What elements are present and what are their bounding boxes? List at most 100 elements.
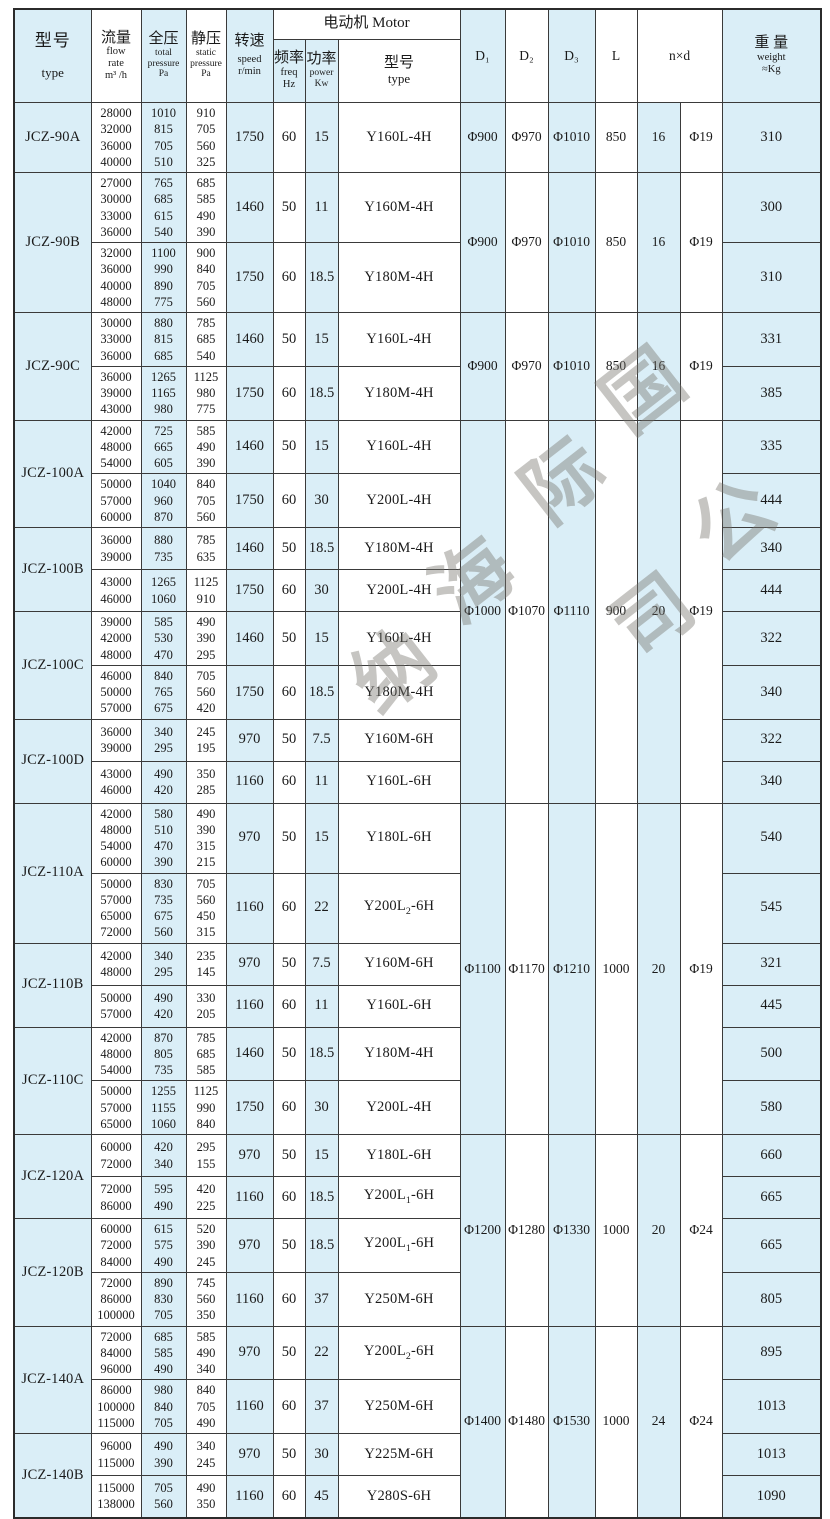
- cell-l: 1000: [594, 1134, 638, 1327]
- cell-static-pressure: 1125 990 840: [185, 1080, 227, 1135]
- cell-static-pressure: 910 705 560 325: [185, 102, 227, 173]
- cell-freq: 50: [272, 172, 306, 243]
- cell-speed: 1750: [225, 1080, 274, 1135]
- table-row: JCZ-120A 60000 72000 420 340 295 155 970 50 15 Y18…: [13, 1134, 822, 1327]
- cell-freq: 60: [272, 1379, 306, 1434]
- cell-static-pressure: 840 705 490: [185, 1379, 227, 1434]
- cell-static-pressure: 785 635: [185, 527, 227, 570]
- cell-power: 37: [304, 1379, 339, 1434]
- cell-d1: Φ1200: [459, 1134, 506, 1327]
- cell-freq: 60: [272, 1271, 306, 1327]
- cell-motor-type: Y250M-6H: [337, 1379, 461, 1434]
- table-row: 50000 57000 60000 1040 960 870 840 705 560 1750 60…: [14, 473, 822, 528]
- cell-freq: 50: [272, 419, 306, 475]
- table-row: JCZ-100C 39000 42000 48000 585 530 470 490 390 29…: [13, 611, 822, 720]
- cell-freq: 60: [272, 760, 306, 804]
- cell-l: 900: [594, 419, 638, 804]
- cell-flow-rate: 32000 36000 40000 48000: [90, 242, 142, 313]
- table-header: 型号 type 流量 flow rate m³ /h 全压 total pres…: [13, 8, 822, 104]
- cell-n: 20: [636, 802, 681, 1135]
- fan-spec-table: 型号 type 流量 flow rate m³ /h 全压 total pres…: [13, 8, 823, 1519]
- cell-motor-type: Y200L2-6H: [337, 872, 461, 944]
- cell-freq: 50: [272, 611, 306, 666]
- cell-flow-rate: 39000 42000 48000: [90, 611, 142, 666]
- cell-speed: 1750: [225, 473, 274, 528]
- cell-weight: 300: [721, 172, 822, 243]
- cell-weight: 331: [721, 312, 822, 367]
- cell-n: 20: [636, 419, 681, 804]
- cell-speed: 970: [225, 1134, 274, 1177]
- cell-speed: 1750: [225, 102, 274, 173]
- cell-power: 18.5: [304, 1218, 339, 1273]
- cell-model: JCZ-100A: [13, 419, 92, 528]
- cell-total-pressure: 725 665 605: [140, 419, 187, 475]
- cell-total-pressure: 490 390: [140, 1433, 187, 1476]
- cell-d3: Φ1110: [547, 419, 596, 804]
- cell-weight: 385: [721, 365, 822, 421]
- header-row-motor-sub: 频率 freq Hz 功率 power Kw 型号 type: [14, 38, 821, 104]
- cell-power: 18.5: [304, 527, 339, 570]
- cell-weight: 340: [721, 664, 822, 720]
- cell-static-pressure: 330 205: [185, 984, 227, 1028]
- cell-power: 18.5: [304, 365, 339, 421]
- cell-weight: 444: [721, 569, 822, 612]
- cell-d2: Φ970: [504, 312, 549, 421]
- cell-weight: 540: [721, 802, 822, 874]
- cell-static-pressure: 490 390 295: [185, 611, 227, 666]
- cell-static-pressure: 295 155: [185, 1134, 227, 1177]
- cell-speed: 970: [225, 1325, 274, 1381]
- cell-freq: 60: [272, 1475, 306, 1518]
- table-row: JCZ-110C 42000 48000 54000 870 805 735 785 685 58…: [13, 1026, 822, 1135]
- cell-weight: 1090: [721, 1475, 822, 1518]
- cell-static-pressure: 785 685 540: [185, 312, 227, 367]
- cell-motor-type: Y160L-6H: [337, 760, 461, 804]
- cell-speed: 1460: [225, 527, 274, 570]
- table-row: JCZ-100B 36000 39000 880 735 785 635 1460 50 18.5…: [13, 527, 822, 612]
- cell-d: Φ19: [679, 419, 723, 804]
- cell-flow-rate: 72000 86000 100000: [90, 1271, 142, 1327]
- cell-flow-rate: 115000 138000: [90, 1475, 142, 1518]
- cell-motor-type: Y280S-6H: [337, 1475, 461, 1518]
- cell-d2: Φ1280: [504, 1134, 549, 1327]
- table-row: 36000 39000 43000 1265 1165 980 1125 980 775 1750…: [14, 365, 822, 421]
- cell-power: 30: [304, 1433, 339, 1476]
- cell-freq: 60: [272, 365, 306, 421]
- cell-total-pressure: 890 830 705: [140, 1271, 187, 1327]
- header-freq: 频率 freq Hz: [272, 38, 306, 104]
- cell-d1: Φ1400: [459, 1325, 506, 1518]
- header-d1: D₁: [459, 8, 506, 103]
- cell-motor-type: Y200L1-6H: [337, 1218, 461, 1273]
- cell-flow-rate: 42000 48000 54000: [90, 1026, 142, 1082]
- cell-l: 1000: [594, 802, 638, 1135]
- table-row: 50000 57000 65000 1255 1155 1060 1125 990 840 175…: [14, 1080, 822, 1135]
- table-row: 46000 50000 57000 840 765 675 705 560 420 1750 60 1…: [14, 664, 822, 720]
- cell-freq: 60: [272, 664, 306, 720]
- cell-power: 18.5: [304, 664, 339, 720]
- header-l: L: [594, 8, 638, 103]
- table-row: JCZ-140A 72000 84000 96000 685 585 490 585 490 34…: [13, 1325, 822, 1518]
- cell-total-pressure: 490 420: [140, 760, 187, 804]
- cell-power: 18.5: [304, 242, 339, 313]
- cell-speed: 970: [225, 1433, 274, 1476]
- cell-static-pressure: 350 285: [185, 760, 227, 804]
- cell-weight: 665: [721, 1218, 822, 1273]
- table-row: JCZ-90C 30000 33000 36000 880 815 685 785 685 540…: [13, 312, 822, 421]
- cell-model: JCZ-90B: [13, 172, 92, 313]
- cell-power: 11: [304, 760, 339, 804]
- cell-flow-rate: 86000 100000 115000: [90, 1379, 142, 1434]
- cell-freq: 50: [272, 1026, 306, 1082]
- cell-d: Φ24: [679, 1134, 723, 1327]
- cell-flow-rate: 72000 84000 96000: [90, 1325, 142, 1381]
- cell-l: 850: [594, 312, 638, 421]
- cell-power: 15: [304, 611, 339, 666]
- cell-d: Φ24: [679, 1325, 723, 1518]
- cell-speed: 1460: [225, 611, 274, 666]
- cell-freq: 60: [272, 242, 306, 313]
- cell-flow-rate: 36000 39000: [90, 718, 142, 762]
- spec-sheet: 型号 type 流量 flow rate m³ /h 全压 total pres…: [13, 8, 823, 1519]
- cell-power: 11: [304, 172, 339, 243]
- cell-static-pressure: 585 490 340: [185, 1325, 227, 1381]
- cell-model: JCZ-110B: [13, 942, 92, 1028]
- cell-motor-type: Y200L-4H: [337, 1080, 461, 1135]
- header-row-group: 型号 type 流量 flow rate m³ /h 全压 total pres…: [13, 8, 822, 103]
